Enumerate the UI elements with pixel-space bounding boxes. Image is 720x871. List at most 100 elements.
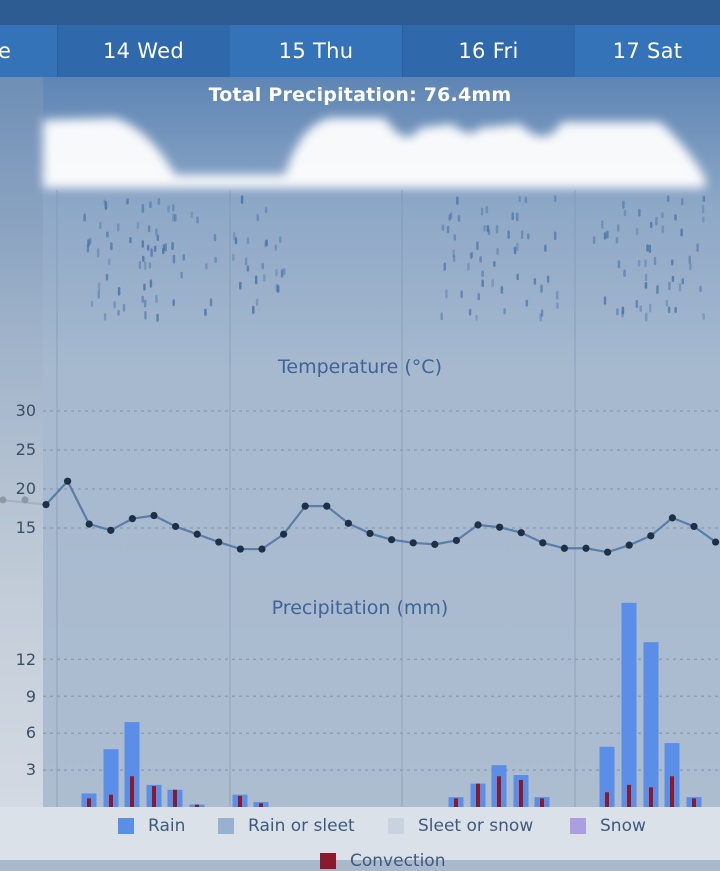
precipitation-bar <box>599 746 615 807</box>
temperature-point-offscreen <box>0 496 7 504</box>
rain-drop <box>246 265 250 272</box>
temperature-point <box>42 501 50 509</box>
rain-drop <box>263 274 266 282</box>
rain-drop <box>240 195 244 204</box>
rain-drop <box>282 268 286 276</box>
rain-drop <box>122 303 126 312</box>
rain-drop <box>440 312 443 321</box>
rain-drop <box>540 309 544 317</box>
tab-previous-day[interactable]: e <box>0 25 58 77</box>
convection-bar <box>605 792 609 807</box>
precipitation-bar <box>124 722 140 807</box>
temperature-point <box>301 502 309 510</box>
cloud-rain-illustration <box>43 118 706 322</box>
rain-drops <box>83 195 706 322</box>
rain-drop <box>503 308 506 315</box>
rain-drop <box>129 237 132 244</box>
rain-drop <box>621 306 625 315</box>
legend-swatch-convection <box>320 853 336 869</box>
rain-drop <box>688 255 691 265</box>
rain-drop <box>524 196 528 204</box>
rain-drop <box>174 213 177 222</box>
rain-drop <box>441 224 445 231</box>
precipitation-bar <box>621 602 637 807</box>
legend-swatch-snow <box>570 818 586 834</box>
rain-drop <box>638 208 641 217</box>
convection-bar <box>130 776 134 807</box>
rain-drop <box>105 273 109 281</box>
temperature-point <box>474 521 482 529</box>
rain-drop <box>446 225 450 234</box>
rain-drop <box>162 247 165 255</box>
rain-drop <box>655 216 658 226</box>
rain-drop <box>103 313 107 321</box>
rain-drop <box>261 263 264 270</box>
temperature-point <box>85 520 93 528</box>
rain-drop <box>172 254 176 264</box>
day-tabs: e 14 Wed 15 Thu 16 Fri 17 Sat <box>0 25 720 77</box>
rain-drop <box>108 258 111 266</box>
rain-drop <box>470 251 473 259</box>
rain-drop <box>126 198 129 205</box>
rain-drop <box>546 275 550 283</box>
rain-drop <box>205 263 208 270</box>
rain-drop <box>157 197 161 205</box>
rain-drop <box>653 256 657 266</box>
rain-drop <box>617 260 621 269</box>
rain-drop <box>518 195 522 202</box>
rain-drop <box>90 300 94 307</box>
rain-drop <box>623 209 627 217</box>
legend-label: Snow <box>600 816 646 836</box>
precipitation-ytick: 12 <box>15 650 36 669</box>
rain-drop <box>252 305 255 314</box>
rain-drop <box>274 244 278 251</box>
rain-drop <box>481 270 484 277</box>
rain-drop <box>172 213 175 222</box>
rain-drop <box>97 290 101 299</box>
rain-drop <box>702 216 705 223</box>
rain-drop <box>476 241 479 251</box>
rain-drop <box>172 299 175 307</box>
rain-drop <box>104 201 108 210</box>
legend-swatch-rain <box>118 818 134 834</box>
temperature-chart-title: Temperature (°C) <box>278 356 442 378</box>
rain-drop <box>147 225 151 233</box>
convection-bar <box>87 798 91 807</box>
rain-drop <box>141 204 145 213</box>
rain-drop <box>601 220 604 229</box>
temperature-point <box>496 523 504 531</box>
rain-drop <box>204 308 207 316</box>
rain-drop <box>150 248 153 257</box>
tab-day-15[interactable]: 15 Thu <box>230 25 403 77</box>
rain-drop <box>196 216 199 224</box>
rain-drop <box>665 299 669 307</box>
precipitation-chart-title: Precipitation (mm) <box>271 597 449 619</box>
forecast-panel[interactable] <box>43 77 720 807</box>
rain-drop <box>149 279 153 288</box>
rain-drop <box>622 200 625 209</box>
rain-drop <box>142 255 145 263</box>
legend-swatch-rain-or-sleet <box>218 818 234 834</box>
temperature-point <box>452 536 460 545</box>
rain-drop <box>668 281 671 291</box>
rain-drop <box>276 285 280 293</box>
rain-drop <box>678 283 682 292</box>
tab-day-17[interactable]: 17 Sat <box>575 25 720 77</box>
rain-drop <box>467 262 470 271</box>
rain-drop <box>671 275 675 283</box>
rain-drop <box>648 244 652 254</box>
rain-drop <box>275 268 278 277</box>
rain-drop <box>167 205 170 213</box>
convection-bar <box>259 803 263 807</box>
rain-drop <box>113 301 116 309</box>
rain-drop <box>155 228 158 236</box>
rain-drop <box>190 211 194 218</box>
rain-drop <box>143 261 147 271</box>
precipitation-ytick: 6 <box>25 723 36 742</box>
rain-drop <box>97 282 101 291</box>
rain-drop <box>616 224 620 232</box>
temperature-point <box>647 532 655 540</box>
rain-drop <box>153 245 157 252</box>
temperature-point <box>604 548 612 556</box>
rain-drop <box>457 215 461 222</box>
